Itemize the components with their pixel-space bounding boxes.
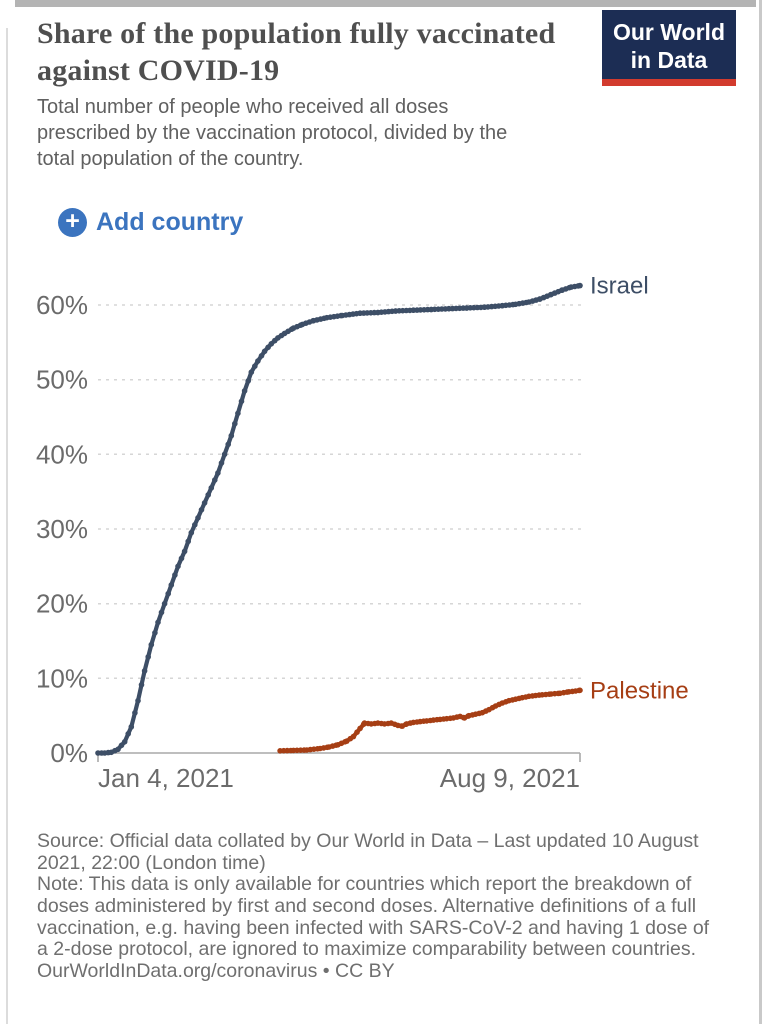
palestine-data-point (357, 725, 363, 732)
top-border-strip (15, 0, 756, 7)
owid-logo-line2: in Data (630, 47, 708, 74)
israel-data-point (128, 724, 135, 730)
source-text: Source: Official data collated by Our Wo… (37, 830, 699, 874)
israel-data-point (261, 348, 268, 355)
israel-data-point (248, 369, 255, 375)
israel-data-point (245, 378, 251, 384)
palestine-label[interactable]: Palestine (590, 677, 689, 704)
israel-data-point (205, 492, 211, 498)
israel-data-point (258, 353, 265, 359)
israel-data-point (228, 432, 235, 439)
israel-series[interactable]: Israel (95, 273, 649, 756)
israel-data-point (158, 609, 165, 616)
note-text: Note: This data is only available for co… (37, 873, 710, 961)
israel-data-point (212, 477, 218, 483)
page-title: Share of the population fully vaccinated… (37, 17, 556, 87)
israel-data-point (145, 654, 151, 660)
israel-data-point (221, 451, 228, 458)
israel-data-point (121, 739, 128, 745)
palestine-data-point (577, 687, 583, 694)
israel-data-point (232, 420, 238, 427)
israel-data-point (185, 538, 191, 545)
israel-data-point (208, 485, 215, 491)
israel-data-point (152, 630, 158, 636)
israel-data-point (148, 641, 155, 648)
right-border-strip (759, 0, 762, 1024)
israel-data-point (125, 731, 131, 737)
y-tick-label-50: 50% (36, 365, 88, 395)
israel-data-point (132, 710, 138, 716)
israel-data-point (241, 388, 248, 394)
palestine-data-point (350, 733, 357, 740)
owid-logo-line1: Our World (612, 19, 725, 45)
plus-icon: + (58, 208, 87, 237)
israel-data-point (181, 548, 188, 555)
y-tick-label-20: 20% (36, 589, 88, 619)
palestine-series[interactable]: Palestine (277, 677, 689, 754)
israel-data-point (161, 600, 168, 607)
x-tick-label-start: Jan 4, 2021 (98, 763, 234, 793)
chart-footer: Source: Official data collated by Our Wo… (37, 830, 721, 982)
israel-data-point (135, 697, 141, 704)
y-tick-label-10: 10% (36, 663, 88, 693)
israel-label[interactable]: Israel (590, 273, 649, 300)
y-tick-label-40: 40% (36, 439, 88, 469)
israel-data-point (192, 522, 198, 528)
owid-logo[interactable]: Our World in Data (601, 10, 736, 87)
israel-data-point (115, 746, 121, 753)
israel-data-point (175, 563, 181, 570)
israel-data-point (168, 582, 175, 588)
line-chart: 0% 10% 20% 30% 40% 50% 60% Jan 4, 2021 Aug 9, 20… (36, 273, 689, 793)
y-tick-label-0: 0% (50, 738, 88, 768)
israel-line (95, 283, 583, 756)
y-tick-label-60: 60% (36, 290, 88, 320)
israel-data-point (141, 668, 148, 674)
israel-data-point (225, 441, 231, 448)
israel-data-point (155, 619, 161, 626)
chart-subtitle: Total number of people who received all … (37, 96, 508, 170)
israel-data-point (188, 529, 195, 536)
israel-data-point (255, 358, 261, 364)
israel-data-point (238, 398, 245, 405)
link-text[interactable]: OurWorldInData.org/coronavirus • CC BY (37, 959, 395, 982)
palestine-data-point (354, 729, 360, 735)
israel-data-point (138, 682, 145, 688)
israel-data-point (165, 590, 171, 597)
israel-data-point (577, 282, 583, 289)
israel-data-point (201, 500, 208, 506)
x-tick-label-end: Aug 9, 2021 (440, 763, 580, 793)
left-border-strip (6, 28, 8, 1024)
israel-data-point (218, 460, 225, 466)
y-tick-label-30: 30% (36, 514, 88, 544)
add-country-label: Add country (96, 208, 244, 236)
israel-data-point (178, 555, 185, 562)
israel-data-point (252, 363, 258, 369)
israel-data-point (198, 507, 205, 513)
add-country-button[interactable]: + Add country (58, 208, 243, 237)
israel-data-point (235, 410, 241, 417)
israel-data-point (215, 470, 221, 476)
israel-data-point (195, 515, 201, 521)
israel-data-point (172, 572, 178, 578)
